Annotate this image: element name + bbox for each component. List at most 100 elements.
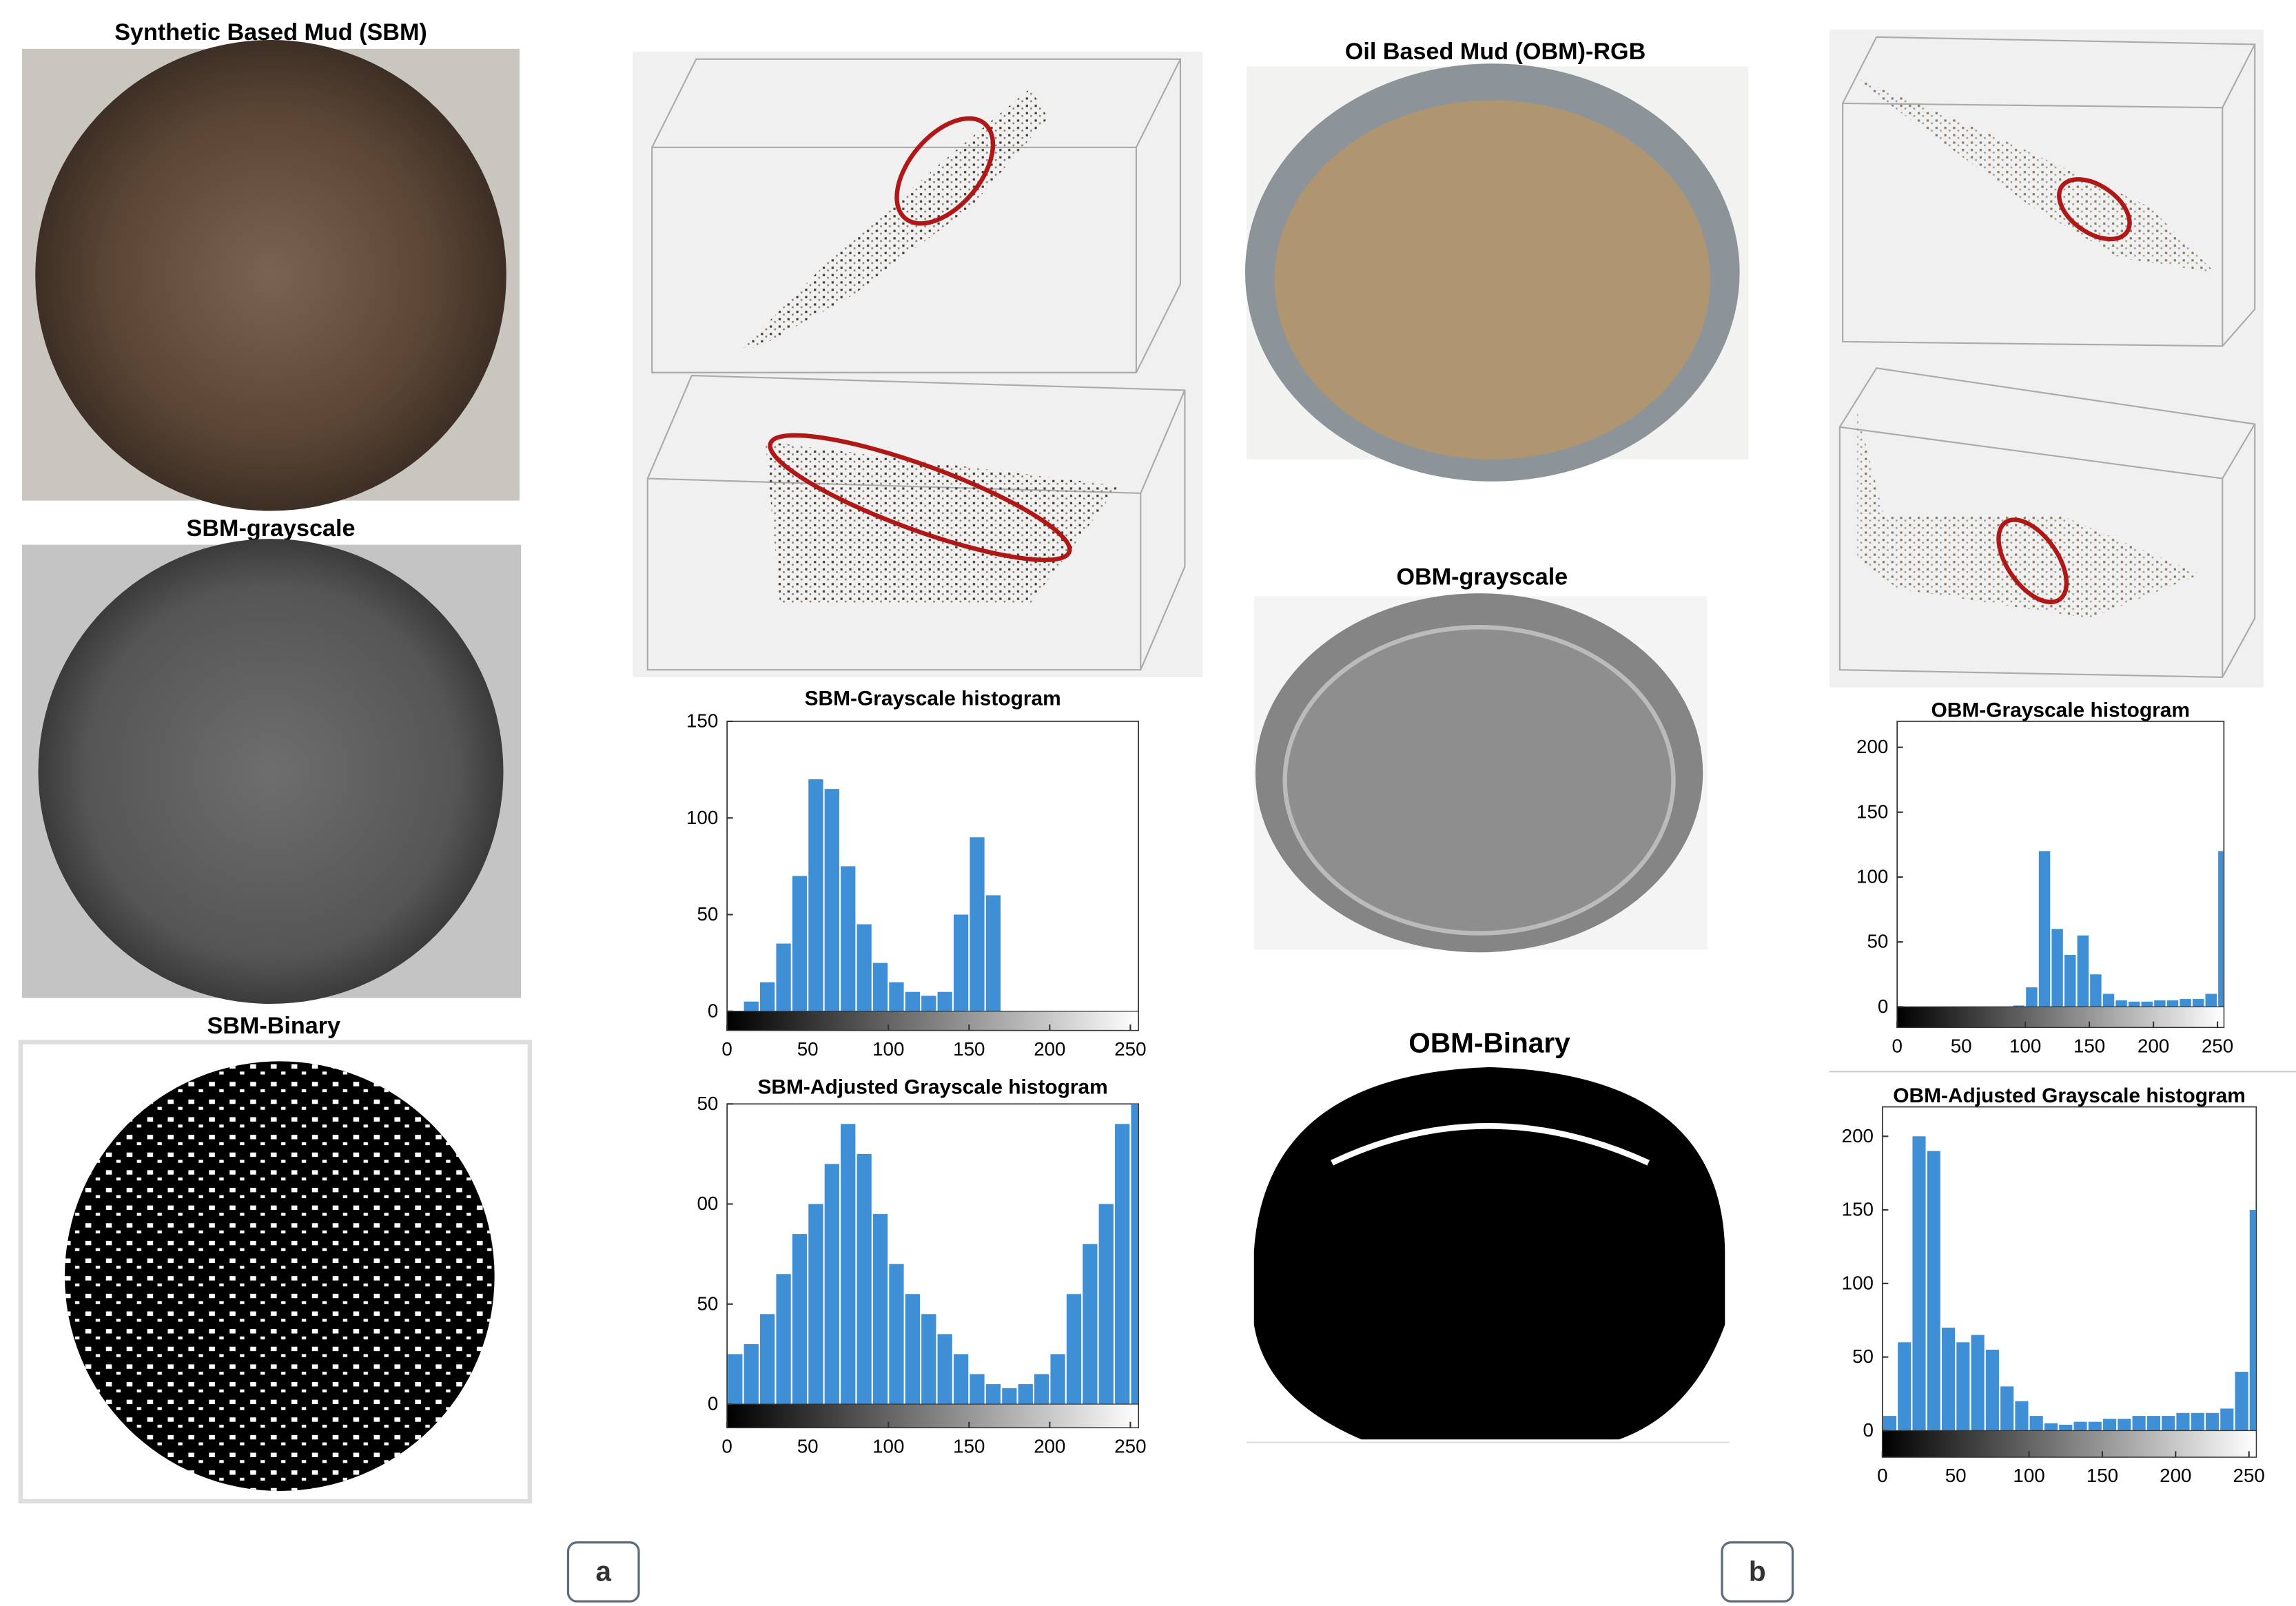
- bar: [808, 1204, 823, 1405]
- x-tick-label: 250: [1114, 1038, 1146, 1060]
- bar: [2051, 929, 2063, 1007]
- bar: [728, 1354, 743, 1405]
- x-tick-label: 100: [2009, 1036, 2041, 1057]
- bar: [1018, 1383, 1033, 1405]
- y-tick-label: 50: [697, 903, 718, 925]
- bar: [921, 996, 936, 1011]
- bar: [1927, 1151, 1940, 1431]
- bar: [2077, 935, 2089, 1007]
- bar: [905, 991, 920, 1011]
- x-tick-label: 250: [2233, 1465, 2265, 1486]
- colorbar: [1896, 1006, 2224, 1028]
- bar: [1941, 1327, 1956, 1431]
- bar: [2180, 999, 2191, 1007]
- bar: [970, 837, 985, 1011]
- bar: [985, 895, 1001, 1011]
- bar: [2166, 1000, 2179, 1007]
- y-tick-label: 0: [1863, 1419, 1874, 1441]
- bar: [2115, 1000, 2127, 1007]
- image-title: Oil Based Mud (OBM)-RGB: [1345, 39, 1646, 65]
- bar: [872, 1214, 888, 1405]
- bar: [2191, 1412, 2204, 1431]
- bar: [792, 1234, 808, 1405]
- panel-label: b: [1749, 1555, 1766, 1587]
- binary-rim: [1331, 1123, 1650, 1166]
- y-tick-label: 150: [1842, 1199, 1874, 1220]
- y-tick-label: 50: [697, 1293, 718, 1314]
- bar: [808, 779, 823, 1011]
- x-tick-label: 0: [1892, 1036, 1902, 1057]
- obm-images: Oil Based Mud (OBM)-RGB OBM-grayscale OB…: [1244, 39, 1749, 1443]
- x-tick-label: 250: [1114, 1435, 1146, 1456]
- label-box: [1721, 1541, 1794, 1603]
- x-tick-label: 150: [2073, 1036, 2105, 1057]
- box: [1838, 367, 2256, 678]
- bar: [1898, 1342, 1911, 1431]
- bar: [937, 991, 952, 1011]
- bar: [953, 914, 969, 1011]
- bar: [2026, 987, 2038, 1007]
- highlight: [894, 116, 996, 226]
- bar: [953, 1354, 969, 1405]
- scatter-3d-left: [633, 52, 1203, 677]
- highlight: [1996, 517, 2069, 605]
- x-tick-label: 200: [2138, 1036, 2169, 1057]
- bar: [2102, 994, 2115, 1007]
- x-tick-label: 0: [1877, 1465, 1887, 1486]
- bar: [1131, 1104, 1138, 1405]
- scatter-3d-right: [1829, 30, 2264, 688]
- bar: [2088, 1421, 2102, 1431]
- y-tick-label: 0: [708, 1000, 718, 1021]
- y-tick-label: 50: [697, 1093, 718, 1114]
- highlight: [2057, 177, 2132, 242]
- box: [651, 58, 1182, 373]
- bar: [937, 1334, 952, 1405]
- binary-disk: [1253, 1067, 1725, 1440]
- x-tick-label: 250: [2202, 1036, 2233, 1057]
- panel-label: a: [595, 1555, 611, 1587]
- image-title: OBM-Binary: [1408, 1027, 1570, 1059]
- panel-labels: a b: [566, 1541, 1794, 1603]
- bar: [1985, 1349, 1999, 1431]
- y-tick-label: 50: [1852, 1346, 1874, 1367]
- bar: [2044, 1423, 2058, 1431]
- x-tick-label: 150: [2087, 1465, 2118, 1486]
- point-cloud: [765, 442, 1119, 604]
- bar: [2103, 1419, 2117, 1431]
- photo-dish: [38, 539, 504, 1005]
- bar: [760, 982, 775, 1011]
- bar: [2176, 1412, 2190, 1431]
- bar: [921, 1314, 936, 1405]
- x-tick-label: 100: [872, 1435, 904, 1456]
- bar: [2220, 1408, 2234, 1431]
- sbm-images: Synthetic Based Mud (SBM) SBM-grayscale …: [18, 19, 533, 1504]
- photo-dish: [35, 40, 506, 511]
- bar: [2064, 954, 2076, 1007]
- x-tick-label: 100: [2013, 1465, 2044, 1486]
- photo-mud: [1274, 100, 1710, 460]
- bar: [744, 1001, 759, 1011]
- bar: [2205, 994, 2217, 1007]
- bar: [1956, 1342, 1970, 1431]
- bar: [857, 924, 872, 1011]
- x-tick-label: 0: [721, 1435, 732, 1456]
- y-tick-label: 100: [686, 807, 718, 828]
- bar: [2015, 1401, 2029, 1431]
- bar: [2038, 851, 2051, 1007]
- bar: [2013, 1005, 2025, 1007]
- x-tick-label: 150: [953, 1038, 985, 1060]
- bar: [841, 1124, 856, 1405]
- bar: [1066, 1294, 1082, 1405]
- point-cloud: [1847, 74, 2215, 273]
- bar: [776, 943, 791, 1011]
- bar: [2218, 851, 2224, 1007]
- bar: [1971, 1335, 1985, 1431]
- chart-title: OBM-Grayscale histogram: [1931, 699, 2190, 722]
- box: [1842, 36, 2256, 347]
- y-tick-label: 150: [1856, 801, 1888, 822]
- bar: [2132, 1416, 2146, 1431]
- bar: [760, 1314, 775, 1405]
- image-title: SBM-Binary: [207, 1013, 340, 1039]
- bar: [1034, 1374, 1049, 1405]
